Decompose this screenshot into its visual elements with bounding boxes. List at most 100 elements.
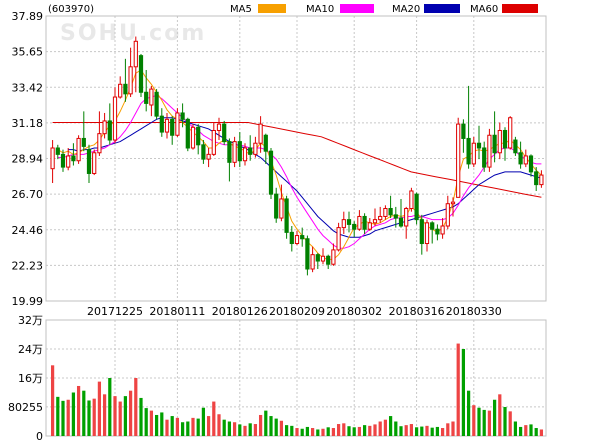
candle-body-up <box>440 225 445 235</box>
candle-body-down <box>289 231 294 245</box>
candle-body-up <box>133 40 138 68</box>
legend-ma60-swatch <box>502 4 538 13</box>
candle-body-up <box>456 123 461 198</box>
volume-bar <box>284 425 289 436</box>
volume-bar <box>331 428 336 436</box>
volume-bar <box>321 428 325 436</box>
candle-body-down <box>305 238 310 270</box>
candle-body-up <box>175 112 180 136</box>
volume-bar <box>482 409 486 436</box>
legend-ma10-swatch <box>340 4 374 13</box>
volume-bar <box>414 427 419 436</box>
volume-bar <box>498 394 502 436</box>
volume-bar <box>399 426 403 436</box>
candle-body-down <box>393 214 398 219</box>
candle-body-down <box>159 115 164 133</box>
candle-body-down <box>86 149 92 174</box>
candle-body-down <box>248 147 253 155</box>
volume-bar <box>134 378 138 436</box>
volume-bar <box>425 425 429 436</box>
candle-body-up <box>539 174 544 186</box>
candle-body-up <box>76 137 81 162</box>
volume-bar <box>279 420 284 436</box>
candle-body-down <box>346 219 352 225</box>
volume-bar <box>180 422 185 436</box>
volume-bar <box>201 407 206 436</box>
price-tick-label: 37.89 <box>12 10 44 23</box>
volume-tick-label: 80255 <box>8 401 43 414</box>
candle-body-up <box>66 155 71 168</box>
volume-bar <box>66 399 70 436</box>
date-tick-label: 20180111 <box>149 305 205 318</box>
candle-body-up <box>232 141 237 163</box>
candle-body-down <box>534 171 539 186</box>
price-tick-label: 22.23 <box>12 259 44 272</box>
candle-body-up <box>102 120 107 135</box>
candle-body-down <box>185 118 190 149</box>
volume-bar <box>102 394 107 436</box>
date-tick-label: 20180330 <box>446 305 502 318</box>
volume-bar <box>222 419 226 436</box>
volume-tick-label: 32万 <box>18 314 43 327</box>
candle-body-down <box>435 228 440 235</box>
volume-tick-label: 24万 <box>18 343 43 356</box>
candle-body-down <box>196 126 201 146</box>
candle-body-up <box>508 117 513 149</box>
volume-bar <box>170 416 174 436</box>
volume-bar <box>264 410 268 436</box>
candle-body-up <box>367 222 372 230</box>
price-axis: 37.89 35.65 33.42 31.18 28.94 26.70 24.46 22.23… <box>12 10 44 308</box>
candle-body-up <box>357 215 362 230</box>
candle-body-down <box>419 219 424 245</box>
price-gridlines <box>46 16 546 436</box>
volume-bar <box>440 428 445 436</box>
ma10-line <box>57 94 542 249</box>
candle-body-up <box>378 215 383 221</box>
volume-bar <box>336 424 341 436</box>
volume-bar <box>477 407 481 436</box>
candle-body-up <box>149 88 154 106</box>
candle-body-up <box>336 227 341 251</box>
volume-bar <box>534 428 538 436</box>
volume-bar <box>128 390 133 436</box>
stock-code: (603970) <box>48 4 94 15</box>
candle-body-up <box>164 118 170 133</box>
candle-body-down <box>466 137 471 165</box>
volume-bar <box>524 425 528 436</box>
volume-bar <box>362 425 367 436</box>
candle-body-up <box>294 235 300 245</box>
candle-body-down <box>461 123 466 139</box>
legend-ma5-label: MA5 <box>230 4 252 15</box>
candle-body-down <box>482 147 487 168</box>
candle-body-up <box>331 249 336 265</box>
volume-bar <box>461 349 466 436</box>
ma-legend: MA5 MA10 MA20 MA60 <box>230 4 538 15</box>
date-tick-label: 20180316 <box>389 305 445 318</box>
ma20-line <box>68 117 542 238</box>
candle-body-down <box>414 193 419 221</box>
volume-bar <box>342 423 346 436</box>
candle-body-up <box>471 142 476 165</box>
volume-bar <box>108 378 112 436</box>
volume-axis: 32万 24万 16万 80255 0 <box>8 314 43 440</box>
candle-body-up <box>450 201 456 205</box>
ma5-line <box>57 69 542 260</box>
volume-bar <box>154 414 159 436</box>
price-tick-label: 19.99 <box>12 295 44 308</box>
volume-bar <box>300 428 304 436</box>
volume-bar <box>269 416 273 436</box>
candle-body-up <box>279 198 284 219</box>
candle-body-up <box>404 207 409 227</box>
volume-bar <box>290 425 294 436</box>
candle-body-down <box>71 155 76 162</box>
volume-bar <box>310 428 315 436</box>
candle-body-down <box>170 118 175 136</box>
date-tick-label: 20180126 <box>212 305 268 318</box>
volume-bar <box>492 399 497 436</box>
candle-body-down <box>268 150 274 195</box>
candle-body-up <box>445 203 450 227</box>
volume-bar <box>383 419 388 436</box>
legend-ma5-swatch <box>258 4 286 13</box>
candle-body-down <box>274 193 279 219</box>
